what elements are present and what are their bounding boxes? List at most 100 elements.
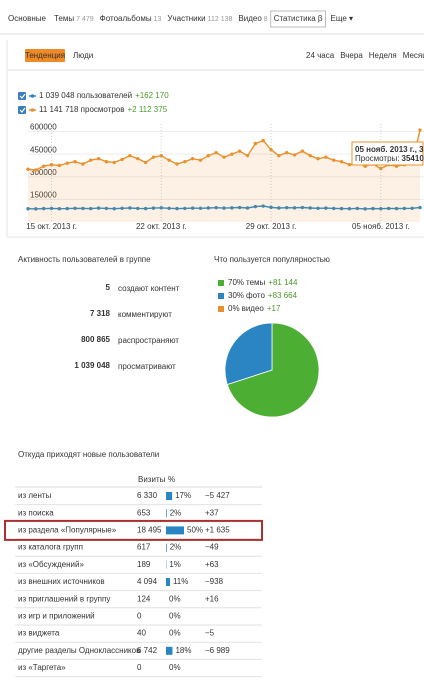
series-point <box>89 206 93 211</box>
series-point <box>120 157 124 162</box>
nav-tab[interactable]: Темы 7 479 <box>54 14 94 23</box>
nav-tab-count: 112 138 <box>208 16 233 23</box>
row-visits: 4 094 <box>137 577 158 586</box>
series-point <box>175 162 179 166</box>
row-change: +1 635 <box>205 526 230 535</box>
series-point <box>253 204 258 209</box>
row-source: из каталога групп <box>18 543 83 552</box>
series-point <box>143 206 148 211</box>
series-point <box>128 153 132 158</box>
nav-tab-label: Основные <box>8 14 47 23</box>
period-link[interactable]: Месяц <box>403 51 424 60</box>
pie-legend-entry: 0% видео +17 <box>228 304 281 313</box>
series-point <box>57 163 62 168</box>
nav-tab[interactable]: Видео 8 <box>238 14 267 23</box>
series-point <box>26 207 30 211</box>
legend-check <box>19 107 26 113</box>
tooltip-label: Просмотры: <box>355 154 400 163</box>
row-highlight <box>4 519 263 541</box>
series-point <box>269 205 273 210</box>
subnav-tab[interactable]: Люди <box>73 51 93 60</box>
series-point <box>316 156 320 161</box>
legend-name: 1 039 048 пользователей <box>39 91 132 100</box>
series-point <box>214 205 218 210</box>
legend-check <box>19 93 26 99</box>
stat-value: 5 <box>106 283 111 292</box>
series-point <box>206 206 211 210</box>
nav-tab-count: 8 <box>264 16 268 23</box>
series-point <box>402 206 407 211</box>
series-point <box>300 205 305 210</box>
share-bar <box>166 578 170 586</box>
pie-legend-swatch <box>218 280 224 286</box>
period-link[interactable]: 24 часа <box>306 51 335 60</box>
row-change: +63 <box>205 560 219 569</box>
nav-tab-count: 7 479 <box>76 16 94 23</box>
nav-tab[interactable]: Основные <box>8 14 47 23</box>
series-point <box>418 128 422 132</box>
pie-legend-value: 0% <box>228 304 240 313</box>
series-point <box>81 162 85 166</box>
series-point <box>49 206 54 211</box>
series-point <box>175 206 179 211</box>
nav-tab-label: Фотоальбомы <box>100 14 152 23</box>
stat-value: 800 865 <box>81 335 110 344</box>
series-point <box>292 206 297 210</box>
share-bar <box>166 543 167 552</box>
period-link[interactable]: Неделя <box>369 51 397 60</box>
series-point <box>183 159 187 164</box>
series-point <box>339 206 344 211</box>
pie-legend-delta: +81 144 <box>268 278 298 287</box>
series-point <box>112 160 116 165</box>
series-point <box>371 206 375 211</box>
nav-tab[interactable]: Еще ▾ <box>331 14 354 23</box>
series-point <box>89 158 93 162</box>
legend-entry: 11 141 718 просмотров +2 112 375 <box>39 105 168 114</box>
series-point <box>230 152 234 156</box>
row-change: −6 989 <box>205 646 230 655</box>
row-visits: 6 742 <box>137 646 158 655</box>
share-bar <box>166 509 167 518</box>
series-point <box>26 167 30 171</box>
pie-slice <box>226 322 320 418</box>
tooltip-number: 354106 <box>402 154 424 163</box>
series-point <box>136 206 140 211</box>
tooltip-title: 05 нояб. 2013 г., 3:00:00 <box>355 145 424 154</box>
series-point <box>73 206 77 210</box>
series-point <box>379 207 383 211</box>
subnav-tab[interactable]: Тенденция <box>25 51 65 60</box>
row-change: +16 <box>205 594 219 603</box>
series-point <box>245 206 250 210</box>
row-visits: 189 <box>137 560 151 569</box>
legend-checkbox[interactable] <box>18 106 26 114</box>
series-point <box>339 159 344 164</box>
legend-checkbox[interactable] <box>18 92 26 100</box>
pie-slice <box>224 322 273 386</box>
row-source: из поиска <box>18 508 54 517</box>
section-title: Что пользуется популярностью <box>214 255 330 264</box>
row-visits: 6 330 <box>137 491 158 500</box>
subnav-tab-bg <box>25 49 65 62</box>
series-point <box>308 206 312 210</box>
series-point <box>183 206 187 211</box>
row-change: −5 427 <box>205 491 230 500</box>
pie-legend-value: 70% <box>228 278 244 287</box>
row-share: 2% <box>170 543 182 552</box>
x-tick-label: 22 окт. 2013 г. <box>136 222 187 231</box>
legend-entry: 1 039 048 пользователей +162 170 <box>39 91 169 100</box>
series-point <box>198 158 203 162</box>
row-source: из игр и приложений <box>18 612 95 621</box>
section-title: Активность пользователей в группе <box>18 255 151 264</box>
series-point <box>285 150 289 155</box>
period-link[interactable]: Вчера <box>340 51 363 60</box>
row-share: 50% <box>187 526 203 535</box>
series-point <box>136 156 140 161</box>
row-visits: 653 <box>137 508 151 517</box>
nav-tab[interactable]: Статистика β <box>274 14 323 23</box>
row-visits: 617 <box>137 543 151 552</box>
series-point <box>277 206 281 210</box>
nav-tab[interactable]: Участники 112 138 <box>167 14 232 23</box>
series-point <box>81 206 85 211</box>
nav-tab[interactable]: Фотоальбомы 13 <box>100 14 162 23</box>
